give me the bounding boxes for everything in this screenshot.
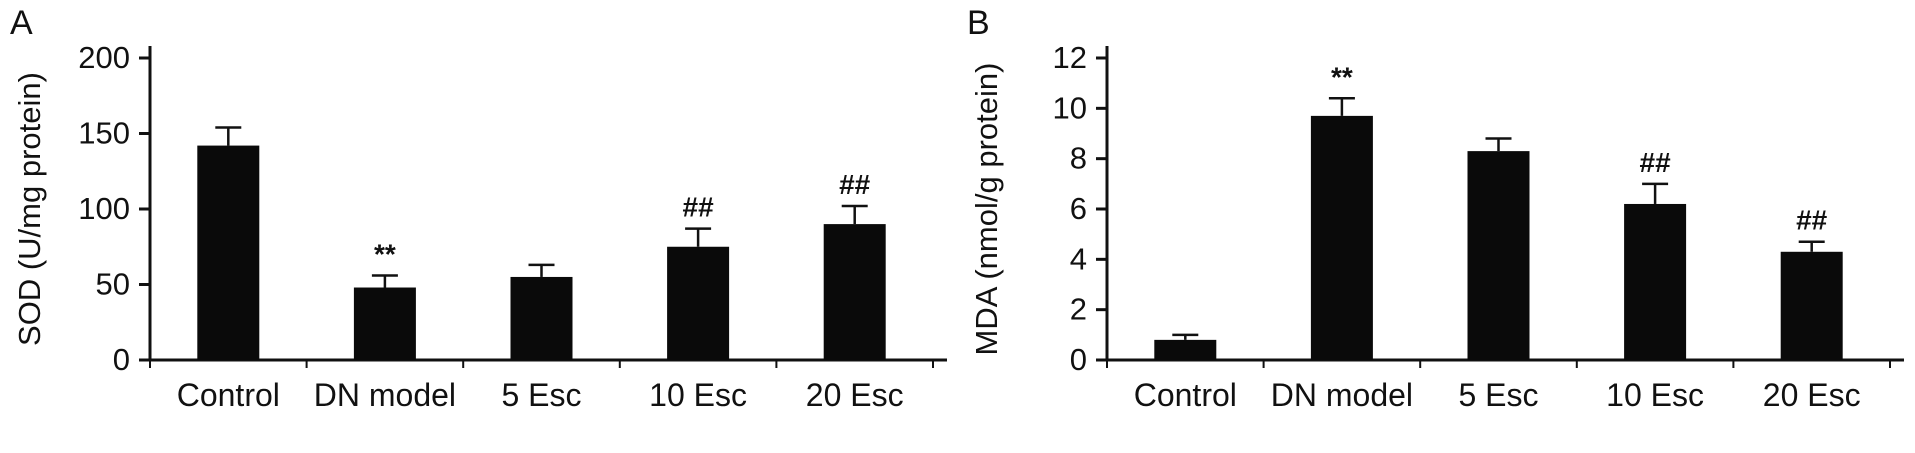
x-category-label: 10 Esc bbox=[649, 377, 747, 413]
x-category-label: DN model bbox=[314, 377, 456, 413]
y-tick-label: 8 bbox=[1070, 141, 1087, 176]
bar-dn-model bbox=[1310, 115, 1373, 360]
panel-b-label: B bbox=[967, 4, 990, 42]
bar-10-esc bbox=[1624, 203, 1687, 360]
y-axis-title: MDA (nmol/g protein) bbox=[969, 63, 1004, 356]
y-tick-label: 10 bbox=[1053, 90, 1087, 125]
y-tick-label: 150 bbox=[78, 116, 130, 151]
y-tick-label: 0 bbox=[1070, 342, 1087, 377]
bar-control bbox=[197, 145, 260, 360]
significance-marker: ## bbox=[683, 192, 715, 223]
y-tick-label: 2 bbox=[1070, 292, 1087, 327]
mda-bar-chart: 0 2 4 6 8 10 12 MDA (nmol/g protein) Control ** DN… bbox=[969, 40, 1904, 413]
significance-marker: ## bbox=[1640, 147, 1672, 178]
significance-marker: ** bbox=[374, 238, 396, 269]
x-category-label: Control bbox=[177, 377, 280, 413]
y-axis-title: SOD (U/mg protein) bbox=[12, 72, 47, 346]
panel-b: B 0 2 4 6 8 10 12 MDA (nmol/g protein) Control **… bbox=[957, 0, 1914, 453]
panel-a: A 0 50 100 150 200 SOD (U/mg protein) Control *… bbox=[0, 0, 957, 453]
bar-20-esc bbox=[1780, 251, 1843, 360]
bar-5-esc bbox=[1467, 151, 1530, 360]
significance-marker: ## bbox=[839, 169, 871, 200]
y-tick-label: 12 bbox=[1053, 40, 1087, 75]
x-category-label: 20 Esc bbox=[1763, 377, 1861, 413]
y-tick-label: 4 bbox=[1070, 241, 1087, 276]
y-tick-label: 0 bbox=[113, 342, 130, 377]
bar-dn-model bbox=[353, 287, 416, 360]
x-category-label: 20 Esc bbox=[806, 377, 904, 413]
y-tick-label: 100 bbox=[78, 191, 130, 226]
x-category-label: DN model bbox=[1271, 377, 1413, 413]
x-category-label: 10 Esc bbox=[1606, 377, 1704, 413]
bar-20-esc bbox=[823, 224, 886, 360]
x-category-label: Control bbox=[1134, 377, 1237, 413]
sod-bar-chart: 0 50 100 150 200 SOD (U/mg protein) Control ** D… bbox=[12, 40, 947, 413]
y-tick-label: 50 bbox=[96, 267, 130, 302]
significance-marker: ## bbox=[1796, 205, 1828, 236]
significance-marker: ** bbox=[1331, 61, 1353, 92]
y-tick-label: 200 bbox=[78, 40, 130, 75]
x-category-label: 5 Esc bbox=[1458, 377, 1538, 413]
panel-a-label: A bbox=[10, 4, 33, 42]
bar-5-esc bbox=[510, 276, 573, 360]
bar-control bbox=[1154, 339, 1217, 360]
y-tick-label: 6 bbox=[1070, 191, 1087, 226]
bar-10-esc bbox=[667, 246, 730, 360]
x-category-label: 5 Esc bbox=[501, 377, 581, 413]
